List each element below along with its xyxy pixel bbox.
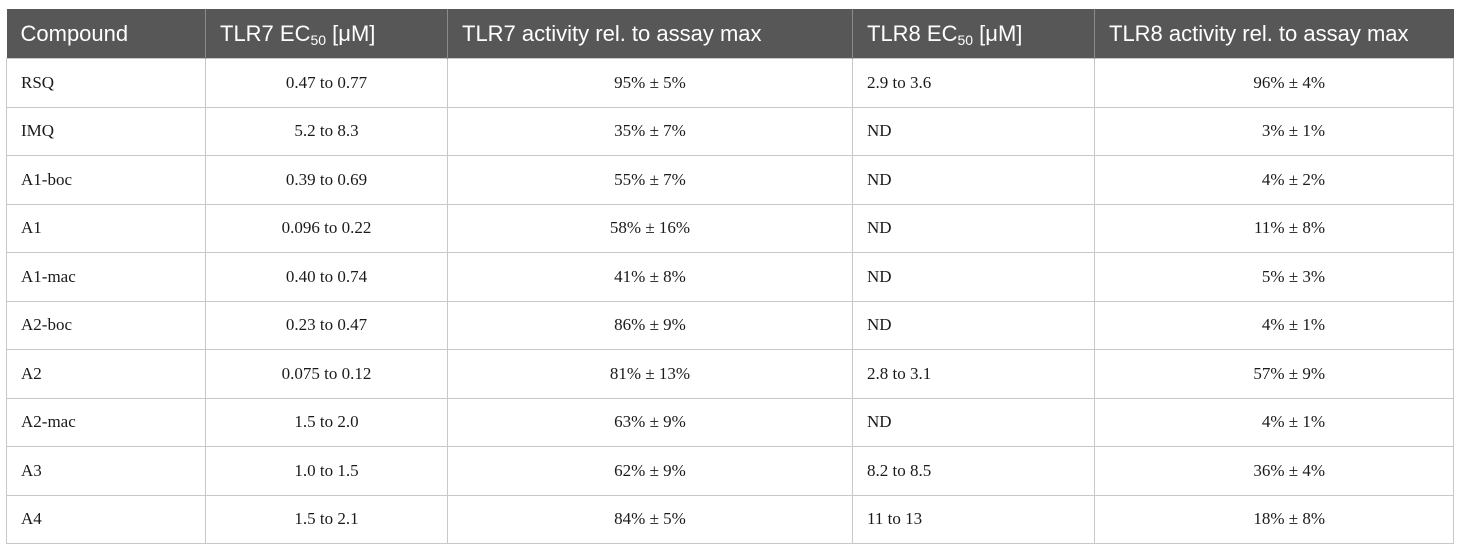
table-row: RSQ 0.47 to 0.77 95% ± 5% 2.9 to 3.6 96% ± 4… (6, 58, 1454, 108)
header-tlr8-activity: TLR8 activity rel. to assay max (1094, 9, 1454, 59)
cell-tlr7-ec50: 0.40 to 0.74 (205, 252, 448, 302)
cell-tlr7-ec50: 1.0 to 1.5 (205, 446, 448, 496)
table-row: A3 1.0 to 1.5 62% ± 9% 8.2 to 8.5 36% ± 4% (6, 446, 1454, 496)
cell-tlr8-ec50: 11 to 13 (852, 494, 1095, 544)
cell-tlr8-activity: 57% ± 9% (1094, 349, 1454, 399)
cell-compound: A1-mac (6, 252, 206, 302)
table-row: A2-mac 1.5 to 2.0 63% ± 9% ND 4% ± 1% (6, 397, 1454, 447)
cell-tlr7-ec50: 1.5 to 2.1 (205, 494, 448, 544)
cell-compound: A2 (6, 349, 206, 399)
cell-tlr7-ec50: 0.096 to 0.22 (205, 203, 448, 253)
cell-tlr8-activity: 4% ± 1% (1094, 397, 1454, 447)
table-body: RSQ 0.47 to 0.77 95% ± 5% 2.9 to 3.6 96% ± 4… (6, 58, 1454, 544)
cell-tlr8-activity: 3% ± 1% (1094, 106, 1454, 156)
cell-tlr8-activity: 18% ± 8% (1094, 494, 1454, 544)
table-row: A1-boc 0.39 to 0.69 55% ± 7% ND 4% ± 2% (6, 155, 1454, 205)
cell-tlr8-activity: 96% ± 4% (1094, 58, 1454, 108)
cell-tlr7-activity: 84% ± 5% (447, 494, 853, 544)
cell-tlr7-activity: 35% ± 7% (447, 106, 853, 156)
cell-compound: A1 (6, 203, 206, 253)
cell-tlr8-activity: 4% ± 2% (1094, 155, 1454, 205)
cell-tlr8-activity-value: 5% ± 3% (1261, 266, 1325, 286)
cell-compound: A2-mac (6, 397, 206, 447)
table-row: A2-boc 0.23 to 0.47 86% ± 9% ND 4% ± 1% (6, 300, 1454, 350)
table-header: Compound TLR7 EC50 [μM] TLR7 activity re… (6, 9, 1454, 59)
cell-tlr8-ec50: 8.2 to 8.5 (852, 446, 1095, 496)
cell-tlr7-activity: 95% ± 5% (447, 58, 853, 108)
table-container: Compound TLR7 EC50 [μM] TLR7 activity re… (6, 9, 1454, 544)
header-tlr8-ec50: TLR8 EC50 [μM] (852, 9, 1095, 59)
table-row: A1-mac 0.40 to 0.74 41% ± 8% ND 5% ± 3% (6, 252, 1454, 302)
cell-compound: A4 (6, 494, 206, 544)
cell-compound: IMQ (6, 106, 206, 156)
cell-tlr8-activity-value: 3% ± 1% (1261, 121, 1325, 141)
cell-tlr7-activity: 55% ± 7% (447, 155, 853, 205)
header-row: Compound TLR7 EC50 [μM] TLR7 activity re… (6, 9, 1454, 59)
cell-tlr8-ec50: ND (852, 397, 1095, 447)
cell-tlr8-ec50: ND (852, 300, 1095, 350)
cell-tlr8-activity-value: 96% ± 4% (1253, 72, 1325, 92)
cell-tlr8-activity: 11% ± 8% (1094, 203, 1454, 253)
cell-tlr8-ec50: 2.9 to 3.6 (852, 58, 1095, 108)
cell-tlr8-ec50: ND (852, 106, 1095, 156)
compound-activity-table: Compound TLR7 EC50 [μM] TLR7 activity re… (6, 9, 1454, 544)
table-row: A1 0.096 to 0.22 58% ± 16% ND 11% ± 8% (6, 203, 1454, 253)
cell-tlr8-activity: 5% ± 3% (1094, 252, 1454, 302)
cell-tlr7-activity: 58% ± 16% (447, 203, 853, 253)
cell-tlr7-ec50: 0.23 to 0.47 (205, 300, 448, 350)
cell-tlr8-activity-value: 11% ± 8% (1253, 218, 1325, 238)
cell-tlr8-activity-value: 57% ± 9% (1253, 363, 1325, 383)
cell-tlr7-activity: 63% ± 9% (447, 397, 853, 447)
cell-tlr7-activity: 81% ± 13% (447, 349, 853, 399)
header-tlr7-ec50: TLR7 EC50 [μM] (205, 9, 448, 59)
header-tlr7-activity: TLR7 activity rel. to assay max (447, 9, 853, 59)
cell-tlr7-ec50: 0.47 to 0.77 (205, 58, 448, 108)
cell-tlr8-ec50: ND (852, 155, 1095, 205)
cell-tlr8-ec50: 2.8 to 3.1 (852, 349, 1095, 399)
cell-tlr8-ec50: ND (852, 252, 1095, 302)
cell-tlr8-ec50: ND (852, 203, 1095, 253)
header-compound: Compound (6, 9, 206, 59)
table-row: IMQ 5.2 to 8.3 35% ± 7% ND 3% ± 1% (6, 106, 1454, 156)
cell-tlr8-activity: 4% ± 1% (1094, 300, 1454, 350)
table-row: A2 0.075 to 0.12 81% ± 13% 2.8 to 3.1 57% ± … (6, 349, 1454, 399)
cell-compound: A3 (6, 446, 206, 496)
cell-tlr8-activity-value: 4% ± 1% (1261, 412, 1325, 432)
cell-tlr7-ec50: 1.5 to 2.0 (205, 397, 448, 447)
cell-tlr8-activity-value: 18% ± 8% (1253, 509, 1325, 529)
cell-tlr7-activity: 41% ± 8% (447, 252, 853, 302)
cell-tlr8-activity-value: 4% ± 1% (1261, 315, 1325, 335)
cell-tlr8-activity-value: 4% ± 2% (1261, 169, 1325, 189)
cell-tlr7-activity: 86% ± 9% (447, 300, 853, 350)
cell-tlr8-activity-value: 36% ± 4% (1253, 460, 1325, 480)
table-row: A4 1.5 to 2.1 84% ± 5% 11 to 13 18% ± 8% (6, 494, 1454, 544)
cell-compound: A1-boc (6, 155, 206, 205)
cell-tlr7-ec50: 0.39 to 0.69 (205, 155, 448, 205)
cell-tlr7-ec50: 5.2 to 8.3 (205, 106, 448, 156)
cell-compound: RSQ (6, 58, 206, 108)
cell-tlr7-ec50: 0.075 to 0.12 (205, 349, 448, 399)
cell-tlr7-activity: 62% ± 9% (447, 446, 853, 496)
cell-compound: A2-boc (6, 300, 206, 350)
cell-tlr8-activity: 36% ± 4% (1094, 446, 1454, 496)
